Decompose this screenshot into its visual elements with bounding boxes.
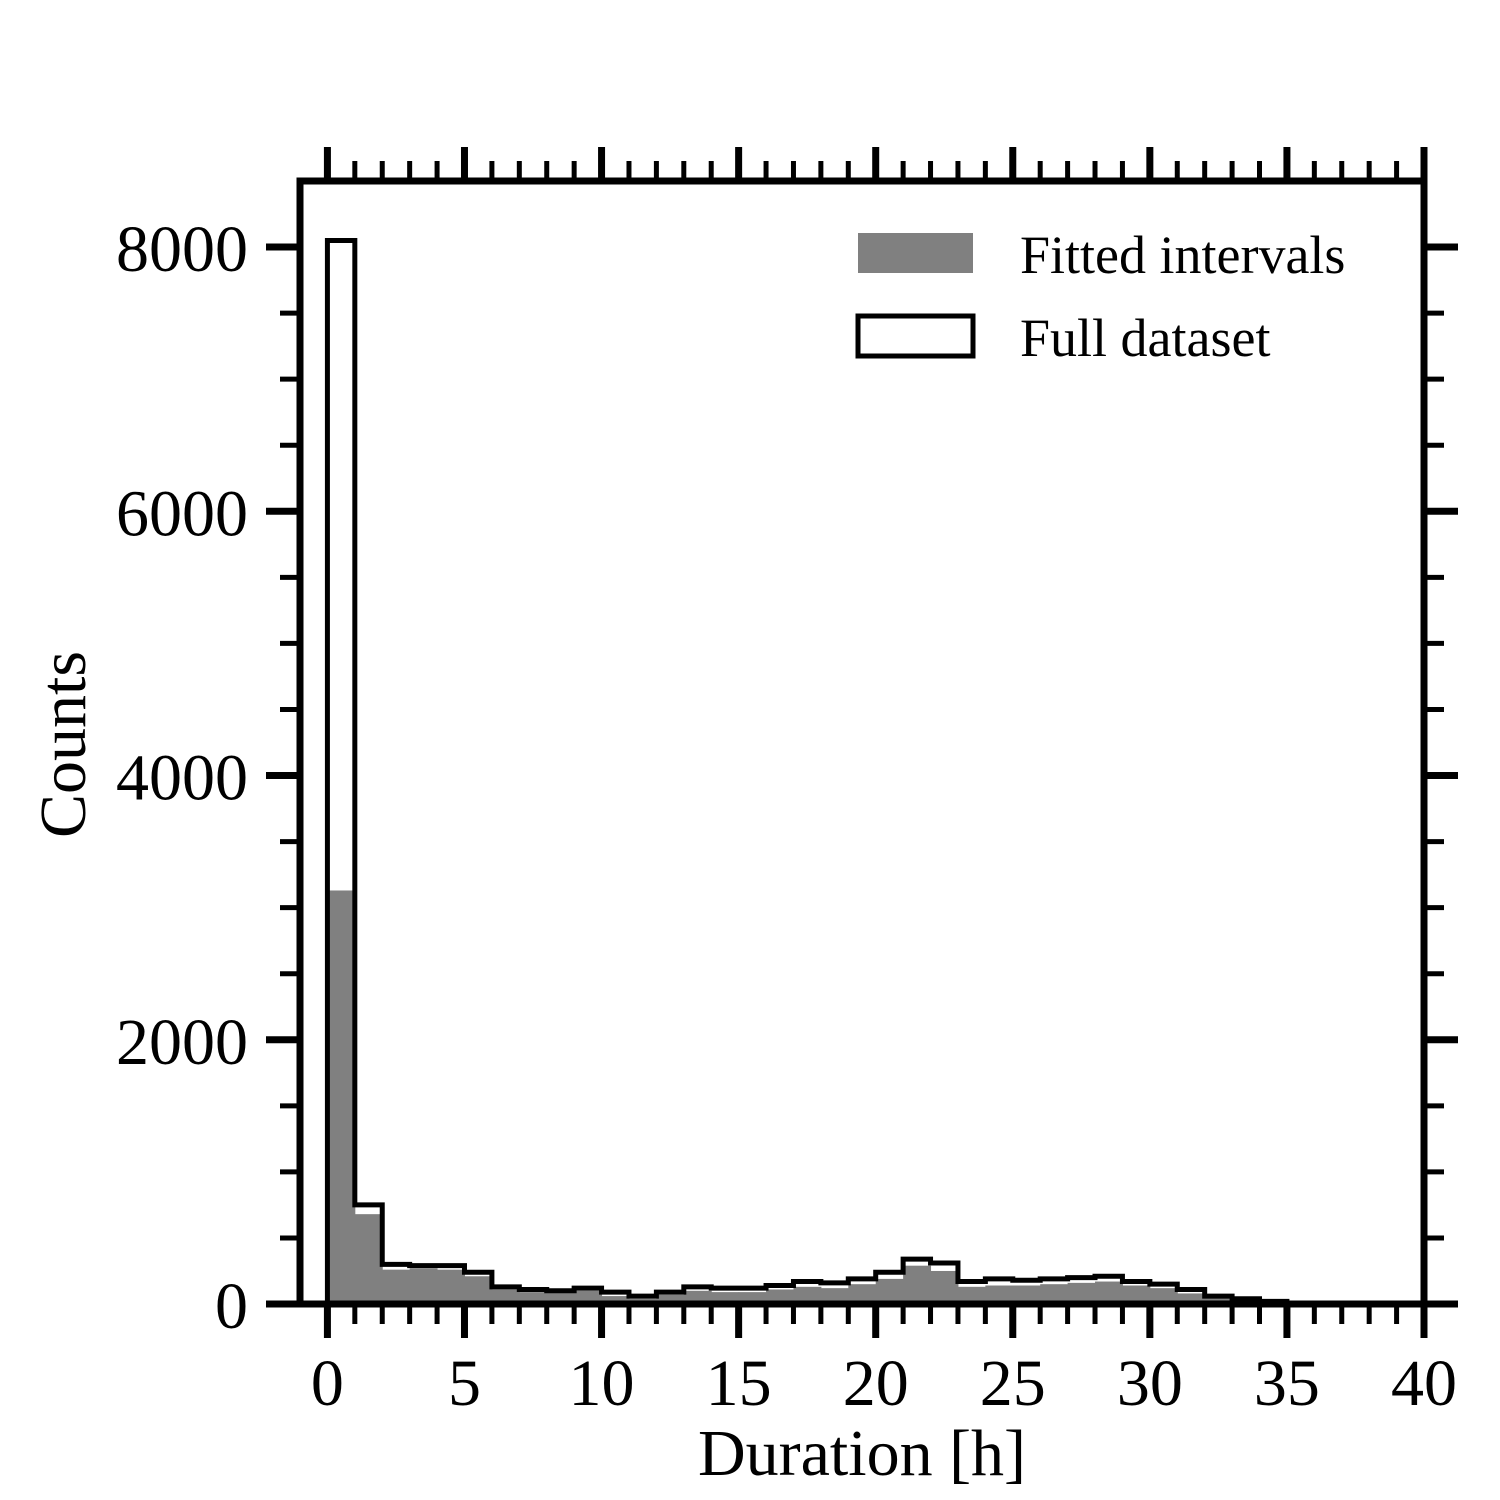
legend-label-fitted: Fitted intervals: [1020, 225, 1345, 285]
bar-fitted-24: [985, 1285, 1014, 1304]
bar-fitted-31: [1177, 1293, 1206, 1304]
bar-fitted-28: [1095, 1281, 1123, 1304]
x-tick-label: 20: [843, 1347, 909, 1420]
bar-fitted-16: [766, 1289, 794, 1304]
bar-fitted-2: [382, 1269, 411, 1304]
plot-frame: [296, 177, 1428, 1308]
bar-fitted-0: [327, 890, 356, 1304]
bar-fitted-4: [437, 1269, 465, 1304]
bar-fitted-14: [711, 1292, 740, 1304]
bar-fitted-26: [1040, 1284, 1069, 1304]
bar-fitted-25: [1012, 1285, 1041, 1304]
x-tick-label: 5: [448, 1347, 481, 1420]
y-axis-label: Counts: [27, 651, 100, 838]
y-tick-label: 0: [215, 1270, 248, 1343]
bar-fitted-15: [738, 1292, 767, 1304]
axis-tick-labels: 0 5 10 15 20 25 30 35 40 0 2000 4000 6000 8000: [116, 213, 1457, 1420]
y-tick-label: 8000: [116, 213, 248, 286]
y-tick-label: 6000: [116, 477, 248, 550]
x-tick-label: 25: [980, 1347, 1046, 1420]
bar-fitted-29: [1122, 1285, 1151, 1304]
bar-fitted-6: [491, 1289, 520, 1304]
y-tick-label: 4000: [116, 742, 248, 815]
x-tick-label: 35: [1254, 1347, 1320, 1420]
y-tick-label: 2000: [116, 1006, 248, 1079]
bar-fitted-27: [1067, 1282, 1096, 1304]
legend-swatch-full: [855, 313, 976, 359]
bar-fitted-19: [848, 1284, 877, 1304]
legend-swatch-fitted: [858, 233, 973, 273]
bar-fitted-20: [875, 1278, 904, 1304]
bar-fitted-12: [656, 1294, 685, 1304]
legend-label-full: Full dataset: [1020, 308, 1270, 368]
bar-fitted-17: [793, 1286, 822, 1304]
axis-ticks: [266, 147, 1458, 1338]
bar-fitted-1: [354, 1214, 383, 1304]
legend: Fitted intervals Full dataset: [855, 225, 1345, 368]
bar-fitted-18: [820, 1288, 849, 1304]
bar-fitted-23: [957, 1286, 986, 1304]
bar-fitted-3: [409, 1268, 438, 1304]
full-dataset-step-line: [324, 237, 1424, 1307]
x-tick-label: 40: [1391, 1347, 1457, 1420]
x-tick-label: 10: [569, 1347, 635, 1420]
bar-fitted-10: [601, 1296, 630, 1304]
bar-fitted-30: [1149, 1288, 1178, 1304]
full-dataset-outline: [324, 237, 1424, 1307]
bar-fitted-21: [903, 1265, 932, 1304]
bar-fitted-5: [464, 1276, 493, 1304]
x-tick-label: 30: [1117, 1347, 1183, 1420]
bar-fitted-8: [546, 1292, 575, 1304]
x-axis-label: Duration [h]: [698, 1417, 1026, 1490]
x-tick-label: 15: [706, 1347, 772, 1420]
x-tick-label: 0: [311, 1347, 344, 1420]
fitted-intervals-bars: [327, 890, 1288, 1304]
bar-fitted-7: [519, 1292, 548, 1304]
bar-fitted-22: [930, 1270, 959, 1304]
